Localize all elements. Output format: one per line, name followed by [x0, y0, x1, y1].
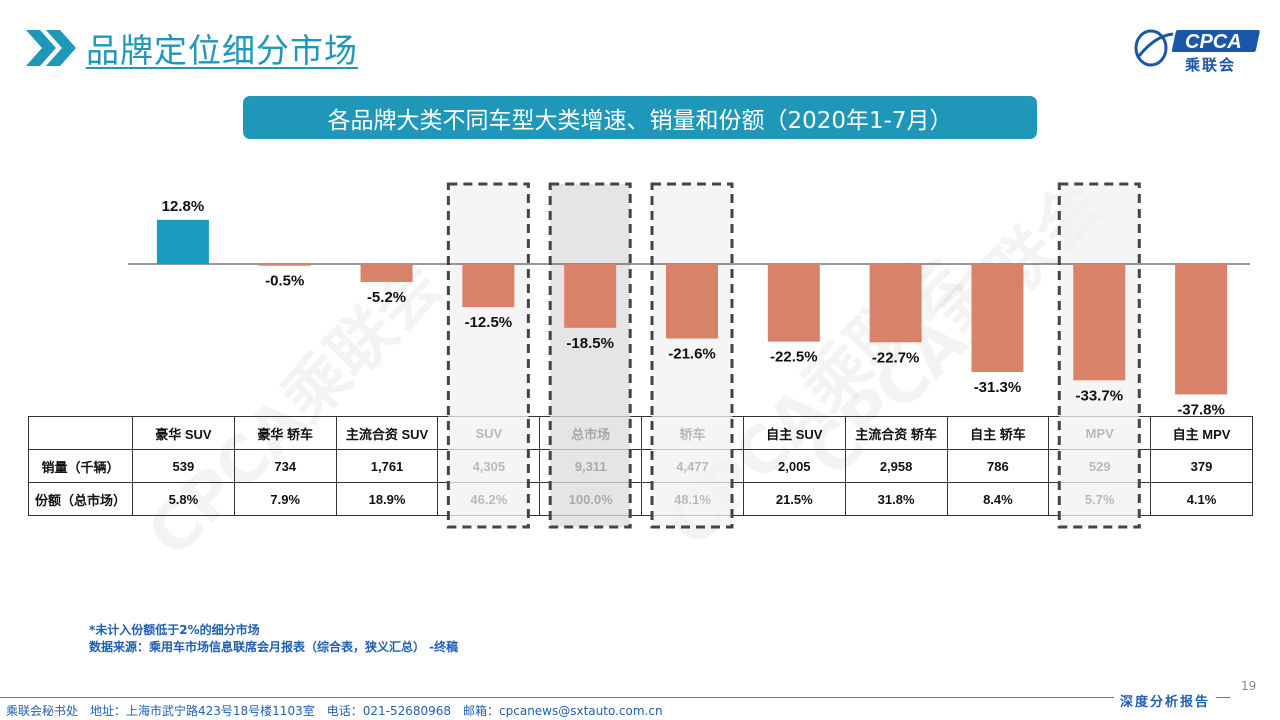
source-line: 数据来源：乘用车市场信息联席会月报表（综合表，狭义汇总） -终稿 [89, 640, 459, 654]
column-header: 豪华 轿车 [233, 416, 337, 450]
data-label: -12.5% [465, 314, 513, 331]
table-cell: 734 [233, 449, 337, 483]
data-label: -22.5% [770, 349, 818, 366]
data-table: 豪华 SUV 豪华 轿车 主流合资 SUV SUV 总市场 轿车 自主 SUV 主流合资 轿车… [28, 416, 1253, 516]
data-label: -33.7% [1076, 387, 1124, 404]
data-label: -31.3% [974, 379, 1022, 396]
row-label: 份额（总市场） [28, 482, 133, 516]
table-cell: 1,761 [335, 449, 439, 483]
table-cell: 4,305 [437, 449, 541, 483]
table-cell: 4.1% [1150, 482, 1253, 516]
data-label: 12.8% [162, 198, 205, 215]
column-header: MPV [1048, 416, 1152, 450]
bar [971, 264, 1024, 372]
table-cell: 48.1% [641, 482, 744, 516]
row-label: 销量（千辆） [28, 449, 133, 483]
table-cell: 7.9% [233, 482, 337, 516]
data-label: -21.6% [668, 346, 716, 363]
footer-text: 乘联会秘书处 地址：上海市武宁路423号18号楼1103室 电话：021-526… [6, 704, 663, 718]
data-label: -0.5% [265, 273, 304, 290]
column-header: 自主 MPV [1150, 416, 1253, 450]
column-header: 豪华 SUV [132, 416, 235, 450]
table-cell: 18.9% [335, 482, 439, 516]
table-cell: 4,477 [641, 449, 744, 483]
notes: *未计入份额低于2%的细分市场 数据来源：乘用车市场信息联席会月报表（综合表，狭… [89, 622, 458, 656]
table-cell: 379 [1150, 449, 1253, 483]
bar [156, 219, 209, 264]
page-number: 19 [1241, 679, 1257, 693]
note-line: *未计入份额低于2%的细分市场 [89, 623, 260, 637]
table-cell: 31.8% [844, 482, 948, 516]
table-cell: 5.7% [1048, 482, 1152, 516]
table-cell: 21.5% [742, 482, 846, 516]
column-header: 总市场 [539, 416, 643, 450]
logo-text: CPCA [1185, 31, 1242, 53]
column-header: SUV [437, 416, 541, 450]
data-label: -5.2% [367, 289, 406, 306]
table-cell: 8.4% [946, 482, 1050, 516]
table-cell: 100.0% [539, 482, 643, 516]
column-header: 轿车 [641, 416, 744, 450]
footer-label: 深度分析报告 [1114, 691, 1217, 710]
page-title: 品牌定位细分市场 [86, 31, 358, 70]
table-cell: 2,005 [742, 449, 846, 483]
column-header: 自主 轿车 [946, 416, 1050, 450]
table-cell: 9,311 [539, 449, 643, 483]
table-cell: 46.2% [437, 482, 541, 516]
bar [767, 264, 820, 342]
double-chevron-icon [26, 30, 76, 66]
bar [360, 264, 413, 282]
bar [258, 264, 311, 266]
table-header-row: 豪华 SUV 豪华 轿车 主流合资 SUV SUV 总市场 轿车 自主 SUV 主流合资 轿车… [28, 416, 1253, 450]
table-row: 销量（千辆） 539 734 1,761 4,305 9,311 4,477 2,005 2,… [28, 449, 1253, 483]
table-row: 份额（总市场） 5.8% 7.9% 18.9% 46.2% 100.0% 48.1% 21.… [28, 482, 1253, 516]
bar [564, 264, 617, 328]
bar [462, 264, 515, 308]
table-cell: 5.8% [132, 482, 235, 516]
table-cell: 786 [946, 449, 1050, 483]
table-cell: 2,958 [844, 449, 948, 483]
bar [1073, 264, 1126, 381]
bar [869, 264, 922, 343]
chart-subtitle: 各品牌大类不同车型大类增速、销量和份额（2020年1-7月） [243, 96, 1037, 139]
table-corner-cell [28, 416, 133, 450]
cpca-logo: CPCA 乘联会 [1133, 26, 1263, 74]
column-header: 自主 SUV [742, 416, 846, 450]
footer-divider [0, 697, 1230, 698]
watermark: CPCA乘联会 [134, 248, 457, 572]
table-cell: 529 [1048, 449, 1152, 483]
column-header: 主流合资 轿车 [844, 416, 948, 450]
table-cell: 539 [132, 449, 235, 483]
column-header: 主流合资 SUV [335, 416, 439, 450]
logo-cn-text: 乘联会 [1185, 56, 1237, 74]
bar [1175, 264, 1228, 395]
bar [666, 264, 718, 339]
data-label: -22.7% [872, 349, 920, 366]
data-label: -18.5% [566, 335, 614, 352]
